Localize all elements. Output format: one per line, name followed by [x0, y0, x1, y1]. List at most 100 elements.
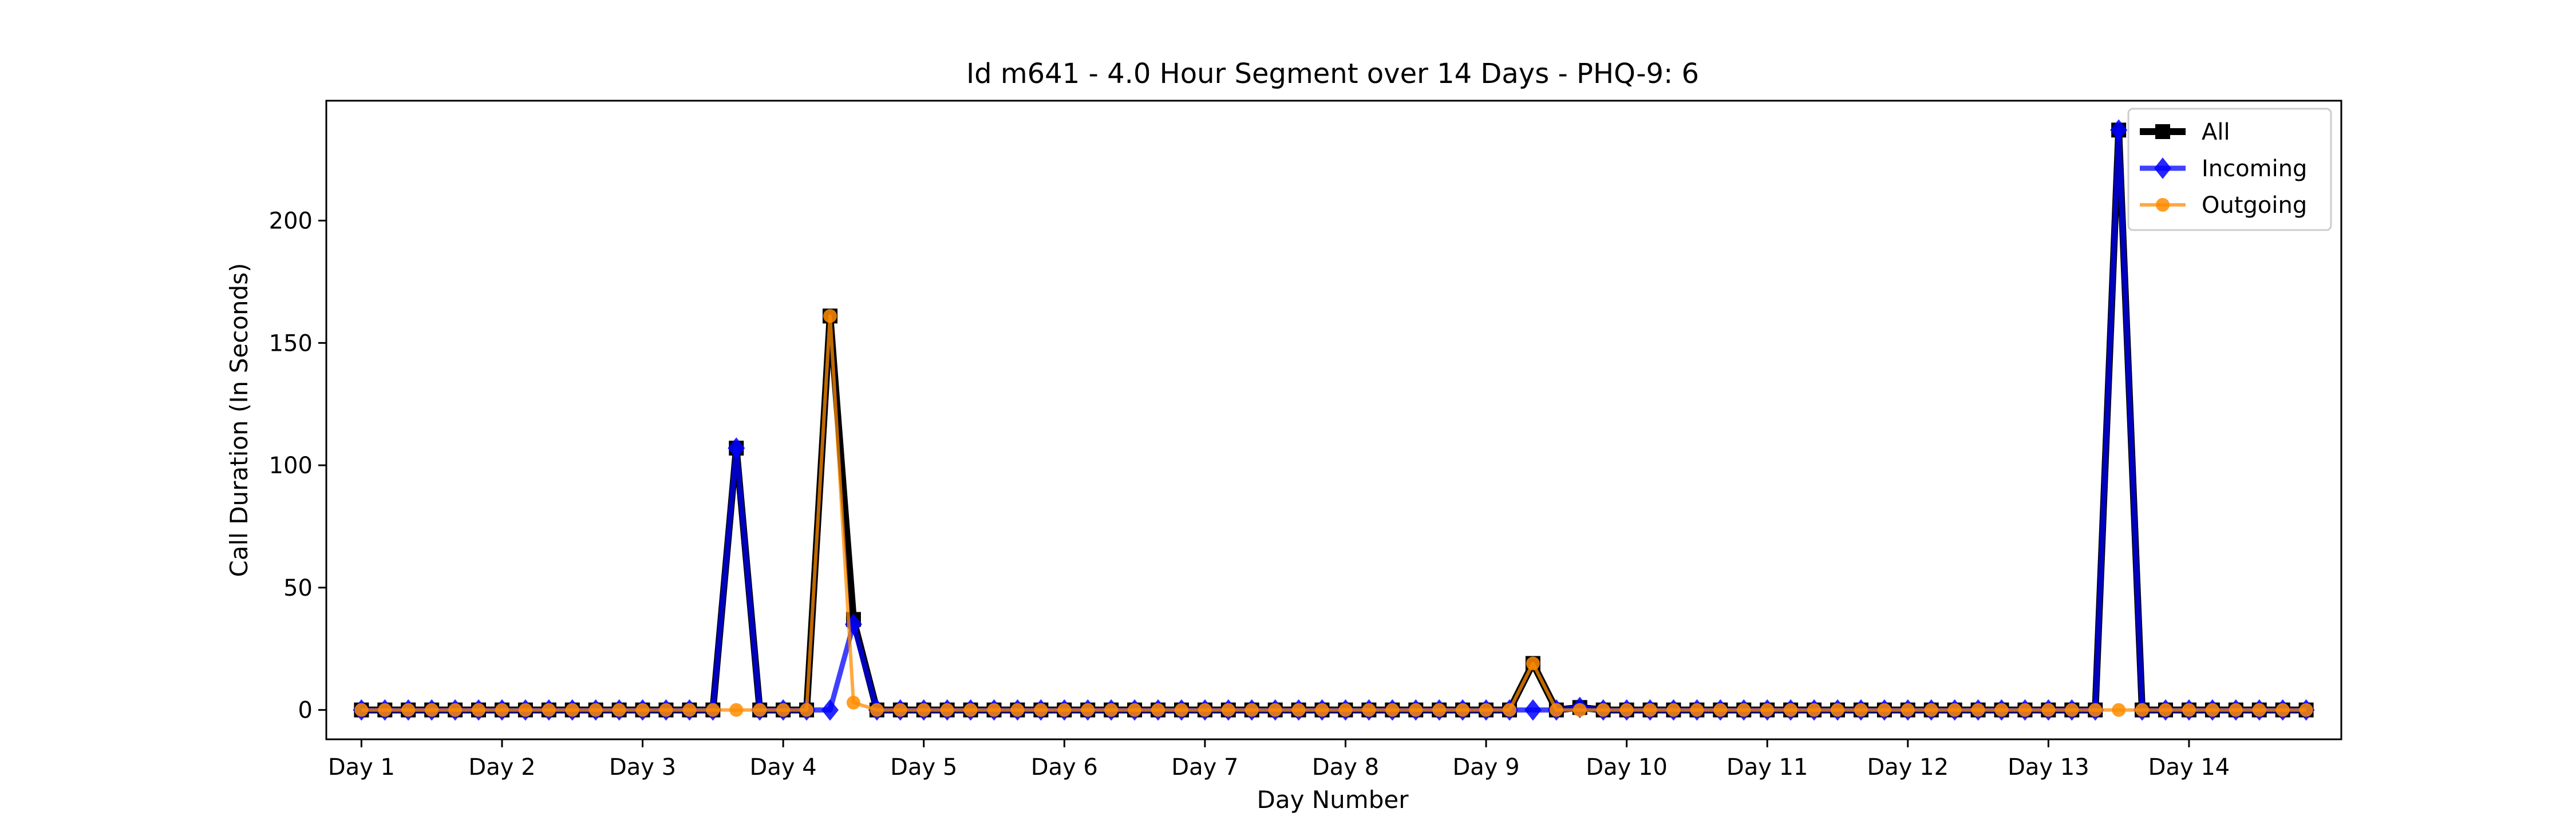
data-point-outgoing	[1713, 703, 1728, 717]
legend-swatch-marker	[2155, 124, 2170, 139]
legend-label: Incoming	[2202, 156, 2307, 182]
legend-label: All	[2202, 119, 2230, 145]
data-point-outgoing	[1104, 703, 1119, 717]
y-tick-label: 150	[269, 330, 313, 356]
data-point-outgoing	[1244, 703, 1259, 717]
data-point-incoming	[1524, 699, 1542, 721]
data-point-outgoing	[1409, 703, 1423, 717]
data-point-outgoing	[1596, 703, 1610, 717]
data-point-outgoing	[963, 703, 978, 717]
x-tick-label: Day 2	[468, 754, 535, 781]
data-point-outgoing	[2252, 703, 2266, 717]
data-point-outgoing	[823, 309, 837, 323]
data-point-outgoing	[2018, 703, 2032, 717]
x-tick-label: Day 14	[2148, 754, 2230, 781]
data-point-outgoing	[2159, 703, 2173, 717]
data-point-outgoing	[588, 703, 603, 717]
data-point-outgoing	[1128, 703, 1142, 717]
x-tick-label: Day 11	[1726, 754, 1808, 781]
data-point-outgoing	[1291, 703, 1306, 717]
data-point-outgoing	[1573, 703, 1587, 717]
data-point-outgoing	[1666, 703, 1681, 717]
data-point-outgoing	[1338, 703, 1353, 717]
series-line-all	[361, 126, 2306, 714]
data-point-outgoing	[1877, 703, 1891, 717]
data-point-outgoing	[2041, 703, 2056, 717]
data-point-outgoing	[1081, 703, 1095, 717]
legend-label: Outgoing	[2202, 192, 2307, 219]
series-all	[354, 122, 2314, 718]
data-point-outgoing	[1924, 703, 1938, 717]
legend: All Incoming Outgoing	[2127, 108, 2332, 231]
plot-area	[353, 119, 2315, 721]
data-point-outgoing	[2205, 703, 2219, 717]
data-point-outgoing	[1151, 703, 1165, 717]
data-point-outgoing	[916, 703, 931, 717]
data-point-outgoing	[518, 703, 532, 717]
data-point-outgoing	[846, 695, 860, 710]
y-axis-label: Call Duration (In Seconds)	[225, 263, 253, 577]
data-point-outgoing	[1010, 703, 1025, 717]
data-point-outgoing	[1034, 703, 1048, 717]
data-point-outgoing	[1315, 703, 1329, 717]
data-point-outgoing	[1831, 703, 1844, 717]
data-point-outgoing	[1174, 703, 1188, 717]
data-point-outgoing	[1385, 703, 1400, 717]
data-point-outgoing	[495, 703, 509, 717]
x-tick-label: Day 9	[1452, 754, 1519, 781]
data-point-outgoing	[1971, 703, 1985, 717]
data-point-outgoing	[706, 703, 720, 717]
data-point-outgoing	[1947, 703, 1962, 717]
data-point-outgoing	[1479, 703, 1494, 717]
data-point-outgoing	[1526, 656, 1540, 671]
data-point-incoming	[2110, 119, 2128, 141]
data-point-outgoing	[800, 703, 814, 717]
data-point-outgoing	[2088, 703, 2103, 717]
x-tick-label: Day 7	[1171, 754, 1238, 781]
data-point-outgoing	[448, 703, 463, 717]
data-point-outgoing	[1737, 703, 1751, 717]
y-tick-label: 200	[269, 208, 313, 235]
y-tick-label: 50	[283, 575, 313, 601]
data-point-outgoing	[1807, 703, 1822, 717]
data-point-outgoing	[425, 703, 439, 717]
plot-frame	[325, 100, 2342, 740]
data-point-outgoing	[1268, 703, 1282, 717]
data-point-outgoing	[472, 703, 486, 717]
data-point-outgoing	[2135, 703, 2150, 717]
x-axis: Day 1 Day 2 Day 3 Day 4 Day 5 Day 6 Day 7 Day 8…	[328, 739, 2230, 781]
data-point-outgoing	[1198, 703, 1212, 717]
data-point-outgoing	[1362, 703, 1376, 717]
data-point-outgoing	[776, 703, 791, 717]
y-tick-label: 100	[269, 453, 313, 479]
x-tick-label: Day 13	[2008, 754, 2089, 781]
legend-item-incoming: Incoming	[2140, 156, 2307, 182]
x-tick-label: Day 8	[1312, 754, 1379, 781]
data-point-outgoing	[729, 703, 744, 717]
x-tick-label: Day 12	[1867, 754, 1949, 781]
chart-title: Id m641 - 4.0 Hour Segment over 14 Days …	[966, 58, 1699, 90]
data-point-outgoing	[1619, 703, 1634, 717]
data-point-outgoing	[635, 703, 650, 717]
legend-box	[2127, 108, 2332, 231]
data-point-outgoing	[753, 703, 767, 717]
x-tick-label: Day 1	[328, 754, 395, 781]
series-line-incoming	[361, 127, 2306, 713]
data-point-outgoing	[893, 703, 907, 717]
data-point-outgoing	[2299, 703, 2313, 717]
x-tick-label: Day 5	[890, 754, 957, 781]
data-point-outgoing	[1456, 703, 1470, 717]
data-point-outgoing	[2229, 703, 2243, 717]
x-tick-label: Day 3	[609, 754, 676, 781]
data-point-outgoing	[2275, 703, 2290, 717]
data-point-outgoing	[1057, 703, 1072, 717]
data-point-outgoing	[1690, 703, 1704, 717]
data-point-outgoing	[1549, 703, 1563, 717]
series-outgoing	[354, 309, 2313, 717]
data-point-outgoing	[682, 703, 697, 717]
data-point-outgoing	[1643, 703, 1657, 717]
data-point-outgoing	[1994, 703, 2009, 717]
legend-item-outgoing: Outgoing	[2140, 192, 2307, 219]
legend-swatch-marker	[2154, 157, 2171, 179]
